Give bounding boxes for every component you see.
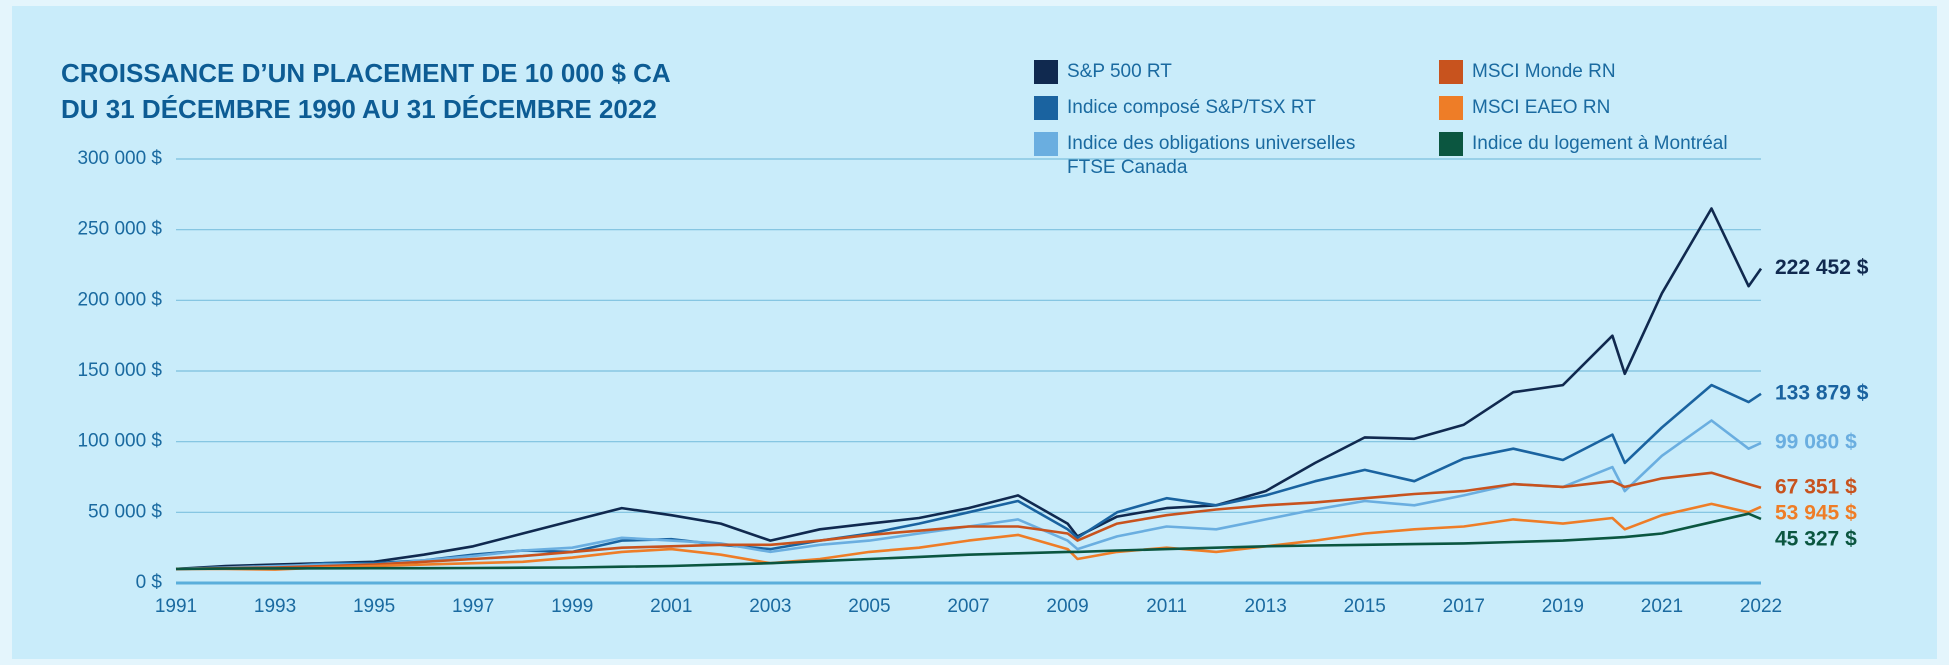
- x-tick-label: 2001: [650, 596, 692, 617]
- legend-label: MSCI EAEO RN: [1472, 97, 1611, 118]
- end-value-label: 99 080 $: [1775, 431, 1857, 454]
- series-line: [175, 512, 1762, 571]
- legend-label: Indice composé S&P/TSX RT: [1067, 97, 1316, 118]
- x-tick-label: 2019: [1542, 596, 1584, 617]
- end-value-label: 222 452 $: [1775, 256, 1869, 279]
- legend-swatch: [1439, 60, 1463, 84]
- legend-label: Indice du logement à Montréal: [1472, 133, 1728, 154]
- x-tick-label: 2015: [1344, 596, 1386, 617]
- y-tick-label: 0 $: [136, 572, 163, 593]
- x-tick-label: 2009: [1046, 596, 1088, 617]
- x-tick-label: 2017: [1443, 596, 1485, 617]
- x-tick-label: 1999: [551, 596, 593, 617]
- end-value-label: 53 945 $: [1775, 501, 1857, 524]
- chart-background: [12, 6, 1937, 659]
- end-value-label: 67 351 $: [1775, 475, 1857, 498]
- y-tick-label: 150 000 $: [77, 360, 162, 381]
- y-tick-label: 200 000 $: [77, 289, 162, 310]
- x-tick-label: 1993: [254, 596, 296, 617]
- y-tick-label: 300 000 $: [77, 148, 162, 169]
- y-tick-label: 50 000 $: [88, 501, 162, 522]
- series-line: [175, 419, 1762, 571]
- x-tick-label: 2011: [1146, 596, 1187, 617]
- end-value-label: 45 327 $: [1775, 527, 1857, 550]
- legend-swatch: [1034, 60, 1058, 84]
- x-tick-label: 1997: [452, 596, 494, 617]
- chart-subtitle: DU 31 DÉCEMBRE 1990 AU 31 DÉCEMBRE 2022: [61, 94, 657, 124]
- series-line: [176, 502, 1762, 571]
- x-tick-label: 2003: [749, 596, 791, 617]
- legend-swatch: [1034, 96, 1058, 120]
- x-tick-label: 2021: [1641, 596, 1683, 617]
- legend-label: Indice des obligations universelles FTSE…: [1067, 133, 1356, 178]
- legend-label: S&P 500 RT: [1067, 61, 1172, 82]
- legend-swatch: [1439, 96, 1463, 120]
- x-tick-label: 2005: [848, 596, 890, 617]
- legend-swatch: [1034, 132, 1058, 156]
- x-tick-label: 1991: [155, 596, 197, 617]
- x-tick-label: 2022: [1740, 596, 1782, 617]
- x-tick-label: 1995: [353, 596, 395, 617]
- legend-swatch: [1439, 132, 1463, 156]
- chart-title: CROISSANCE D’UN PLACEMENT DE 10 000 $ CA: [61, 58, 671, 88]
- x-tick-label: 2007: [947, 596, 989, 617]
- x-tick-label: 2013: [1245, 596, 1287, 617]
- y-tick-label: 100 000 $: [77, 431, 162, 452]
- y-tick-label: 250 000 $: [77, 219, 162, 240]
- end-value-label: 133 879 $: [1775, 381, 1869, 404]
- legend-label: MSCI Monde RN: [1472, 61, 1616, 82]
- series-line: [175, 207, 1763, 571]
- series-line: [175, 471, 1762, 571]
